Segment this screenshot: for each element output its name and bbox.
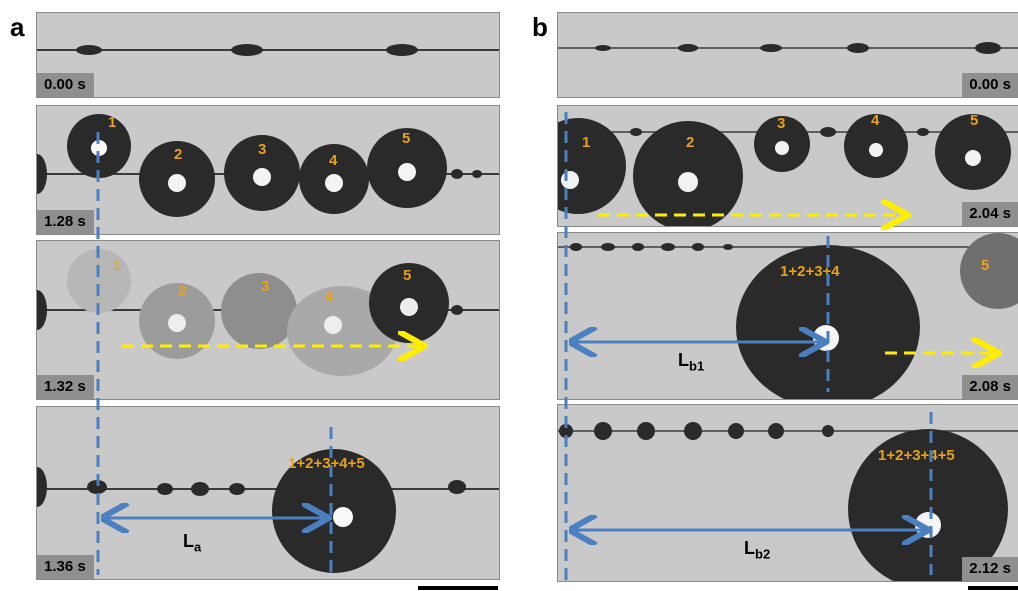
drop-label: 2 bbox=[174, 146, 183, 163]
drop-label: 1 bbox=[108, 114, 117, 131]
frame-b3: 1+2+3+4 5 2.08 s bbox=[557, 232, 1018, 400]
frame-a3: 1 2 3 4 5 1.32 s bbox=[36, 240, 500, 400]
scale-bar bbox=[418, 586, 498, 590]
drop-label: 5 bbox=[970, 112, 979, 129]
frame-a1: 0.00 s bbox=[36, 12, 500, 98]
frame-a2: 1 2 3 4 5 1.28 s bbox=[36, 105, 500, 235]
drop-label: 3 bbox=[258, 141, 267, 158]
drop-label: 4 bbox=[325, 288, 334, 305]
distance-label-La: La bbox=[183, 531, 202, 555]
panel-letter-b: b bbox=[532, 12, 548, 42]
distance-label-Lb2: Lb2 bbox=[744, 538, 771, 562]
timestamp: 2.12 s bbox=[962, 557, 1018, 581]
timestamp: 1.28 s bbox=[37, 210, 94, 234]
drop-label: 4 bbox=[329, 152, 338, 169]
drop-label: 3 bbox=[777, 115, 786, 132]
panel-letter-a: a bbox=[10, 12, 25, 42]
drop-label: 2 bbox=[686, 134, 695, 151]
distance-label-Lb1: Lb1 bbox=[678, 350, 705, 374]
frame-a4: 1+2+3+4+5 1.36 s bbox=[36, 406, 500, 580]
frame-b4: 1+2+3+4+5 2.12 s bbox=[557, 404, 1018, 582]
drop-label: 5 bbox=[402, 130, 411, 147]
timestamp: 1.32 s bbox=[37, 375, 94, 399]
timestamp: 1.36 s bbox=[37, 555, 94, 579]
drop-label: 3 bbox=[261, 278, 270, 295]
scale-bar bbox=[968, 586, 1018, 590]
frame-b1: 0.00 s bbox=[557, 12, 1018, 98]
merged-drop-label: 1+2+3+4 bbox=[780, 263, 840, 280]
drop-label: 2 bbox=[178, 283, 187, 300]
drop-label: 1 bbox=[113, 257, 122, 274]
timestamp: 2.04 s bbox=[962, 202, 1018, 226]
drop-label: 4 bbox=[871, 112, 880, 129]
drop-label: 1 bbox=[582, 134, 591, 151]
timestamp: 2.08 s bbox=[962, 375, 1018, 399]
drop-label: 5 bbox=[981, 257, 990, 274]
timestamp: 0.00 s bbox=[37, 73, 94, 97]
drop-label: 5 bbox=[403, 267, 412, 284]
frame-b2: 1 2 3 4 5 2.04 s bbox=[557, 105, 1018, 227]
merged-drop-label: 1+2+3+4+5 bbox=[878, 447, 955, 464]
merged-drop-label: 1+2+3+4+5 bbox=[288, 455, 365, 472]
timestamp: 0.00 s bbox=[962, 73, 1018, 97]
